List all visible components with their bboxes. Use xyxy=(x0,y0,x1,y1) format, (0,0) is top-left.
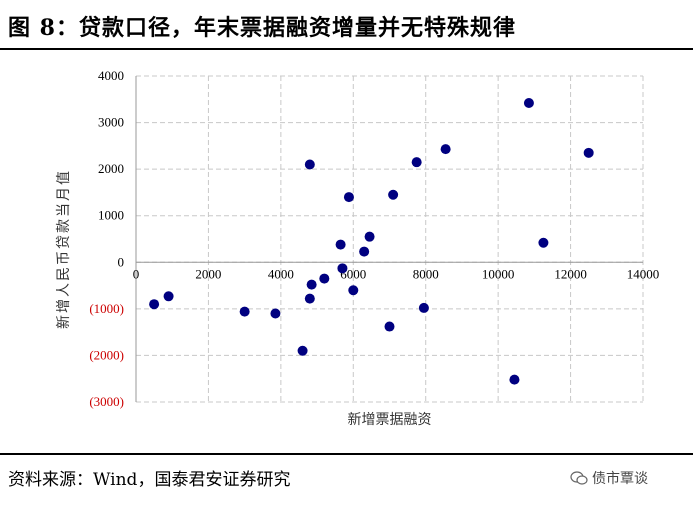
scatter-point xyxy=(335,239,346,250)
scatter-point xyxy=(364,231,375,242)
source-note: 资料来源：Wind，国泰君安证券研究 xyxy=(8,470,291,490)
scatter-point xyxy=(343,192,354,203)
data-points xyxy=(149,98,594,385)
scatter-point xyxy=(348,285,359,296)
x-tick-label: 4000 xyxy=(268,266,294,281)
scatter-point xyxy=(440,144,451,155)
x-axis-label: 新增票据融资 xyxy=(348,412,432,428)
scatter-point xyxy=(418,302,429,313)
y-tick-label: (1000) xyxy=(89,301,124,316)
scatter-chart: 0 2000 4000 6000 8000 10000 12000 1400040003000… xyxy=(56,68,659,428)
scatter-point xyxy=(411,157,422,168)
scatter-point xyxy=(239,306,250,317)
top-divider xyxy=(0,48,693,50)
scatter-point xyxy=(538,237,549,248)
x-tick-label: 10000 xyxy=(482,266,515,281)
title-bar: 图 8：贷款口径，年末票据融资增量并无特殊规律 xyxy=(0,0,693,52)
y-tick-label: 1000 xyxy=(98,208,124,223)
x-tick-label: 12000 xyxy=(554,266,587,281)
scatter-point xyxy=(337,263,348,274)
x-tick-label: 2000 xyxy=(195,266,221,281)
bottom-divider xyxy=(0,453,693,455)
scatter-point xyxy=(304,159,315,170)
y-tick-label: 2000 xyxy=(98,161,124,176)
scatter-point xyxy=(163,291,174,302)
y-tick-label: 4000 xyxy=(98,68,124,83)
y-tick-label: 3000 xyxy=(98,115,124,130)
scatter-point xyxy=(270,308,281,319)
scatter-point xyxy=(149,299,160,310)
scatter-point xyxy=(304,293,315,304)
x-tick-label: 0 xyxy=(133,266,140,281)
y-tick-label: (2000) xyxy=(89,347,124,362)
scatter-point xyxy=(359,246,370,257)
y-axis-label: 新增人民币贷款当月值 xyxy=(56,169,72,329)
page-title: 图 8：贷款口径，年末票据融资增量并无特殊规律 xyxy=(8,15,516,41)
axes: 0 2000 4000 6000 8000 10000 12000 1400040003000… xyxy=(89,68,659,409)
scatter-point xyxy=(306,279,317,290)
x-tick-label: 14000 xyxy=(627,266,660,281)
x-tick-label: 8000 xyxy=(413,266,439,281)
scatter-point xyxy=(319,273,330,284)
logo-text: 债市覃谈 xyxy=(592,471,648,487)
scatter-point xyxy=(384,321,395,332)
watermark-logo: 债市覃谈 xyxy=(570,468,648,488)
wechat-icon xyxy=(570,471,588,485)
scatter-point xyxy=(388,189,399,200)
scatter-point xyxy=(523,98,534,109)
scatter-point xyxy=(583,147,594,158)
y-tick-label: (3000) xyxy=(89,394,124,409)
scatter-point xyxy=(297,345,308,356)
scatter-point xyxy=(509,374,520,385)
y-tick-label: 0 xyxy=(118,254,125,269)
gridlines xyxy=(135,75,644,403)
